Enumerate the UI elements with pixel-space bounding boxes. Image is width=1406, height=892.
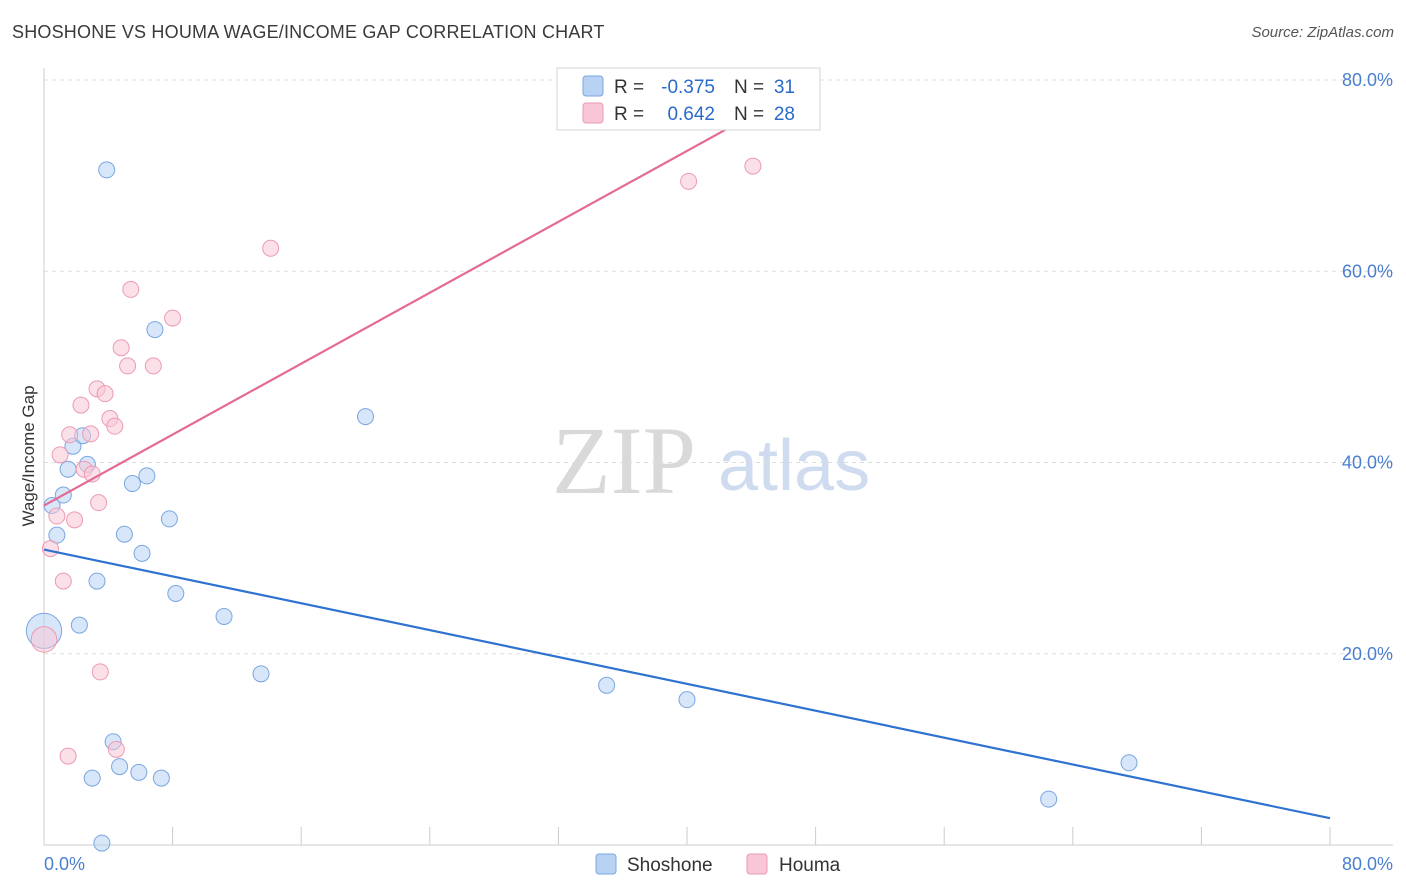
y-tick-label-20: 20.0% [1342,644,1393,664]
point-houma-4 [54,572,72,590]
y-tick-label-80: 80.0% [1342,70,1393,90]
point-houma-9 [82,425,100,443]
point-houma-2 [48,507,66,525]
x-tick-label-max: 80.0% [1342,854,1393,874]
point-shoshone-6 [70,616,88,634]
y-axis-title: Wage/Income Gap [19,385,38,526]
point-houma-12 [90,494,108,512]
point-houma-17 [107,740,125,758]
trend-line-houma [43,79,817,507]
watermark-zip: ZIP [552,407,696,514]
chart-title: SHOSHONE VS HOUMA WAGE/INCOME GAP CORREL… [12,22,605,42]
series-legend-swatch-houma [746,853,768,875]
point-houma-21 [144,357,162,375]
point-houma-14 [96,385,114,403]
point-shoshone-10 [88,572,106,590]
stats-legend-n-label-houma: N = [734,104,764,125]
point-houma-22 [164,309,182,327]
stats-legend-n-shoshone: 31 [774,77,795,98]
point-houma-1 [41,540,59,558]
stats-legend-r-label-houma: R = [614,104,644,125]
series-legend: Shoshone Houma [595,853,841,876]
point-houma-7 [72,396,90,414]
stats-legend-n-label-shoshone: N = [734,77,764,98]
point-shoshone-15 [115,525,133,543]
point-shoshone-23 [167,585,185,603]
x-tick-label-min: 0.0% [44,854,85,874]
trend-lines [43,79,1331,820]
point-houma-5 [61,426,79,444]
point-shoshone-9 [83,769,101,787]
series-legend-label-houma: Houma [779,855,841,876]
point-shoshone-18 [133,544,151,562]
axes [43,68,1393,846]
point-houma-23 [59,747,77,765]
point-shoshone-22 [160,510,178,528]
point-houma-3 [51,446,69,464]
point-shoshone-30 [1120,754,1138,772]
point-shoshone-25 [252,665,270,683]
stats-legend-n-houma: 28 [774,104,795,125]
stats-legend-r-houma: 0.642 [667,104,715,125]
point-shoshone-21 [152,769,170,787]
point-shoshone-19 [138,467,156,485]
point-shoshone-16 [123,475,141,493]
point-houma-19 [119,357,137,375]
point-shoshone-27 [598,676,616,694]
y-tick-label-40: 40.0% [1342,453,1393,473]
stats-legend-swatch-houma [582,102,604,124]
point-shoshone-17 [130,763,148,781]
point-houma-20 [122,280,140,298]
point-shoshone-28 [678,691,696,709]
stats-legend-r-shoshone: -0.375 [661,77,715,98]
point-shoshone-20 [146,321,164,339]
point-houma-6 [66,511,84,529]
point-houma-24 [262,239,280,257]
point-shoshone-11 [93,834,111,852]
stats-legend-r-label-shoshone: R = [614,77,644,98]
chart-source: Source: ZipAtlas.com [1251,24,1394,41]
point-houma-26 [744,157,762,175]
point-houma-16 [106,417,124,435]
point-houma-18 [112,339,130,357]
stats-legend: R = -0.375 N = 31 R = 0.642 N = 28 [556,67,821,131]
trend-line-shoshone [43,548,1331,820]
point-houma-0 [30,626,58,653]
point-houma-13 [91,663,109,681]
point-shoshone-4 [59,460,77,478]
stats-legend-swatch-shoshone [582,75,604,97]
series-legend-label-shoshone: Shoshone [627,855,713,876]
watermark-atlas: atlas [718,426,870,506]
point-houma-25 [680,172,698,190]
y-tick-label-60: 60.0% [1342,261,1393,281]
y-tick-labels: 20.0% 40.0% 60.0% 80.0% [1342,70,1393,664]
point-shoshone-26 [357,408,374,426]
point-shoshone-14 [111,758,129,776]
watermark: ZIP atlas [552,407,870,514]
point-shoshone-29 [1040,790,1058,808]
series-legend-swatch-shoshone [595,853,617,875]
point-shoshone-24 [215,607,233,625]
gridlines [44,79,1393,655]
point-shoshone-12 [98,161,116,179]
